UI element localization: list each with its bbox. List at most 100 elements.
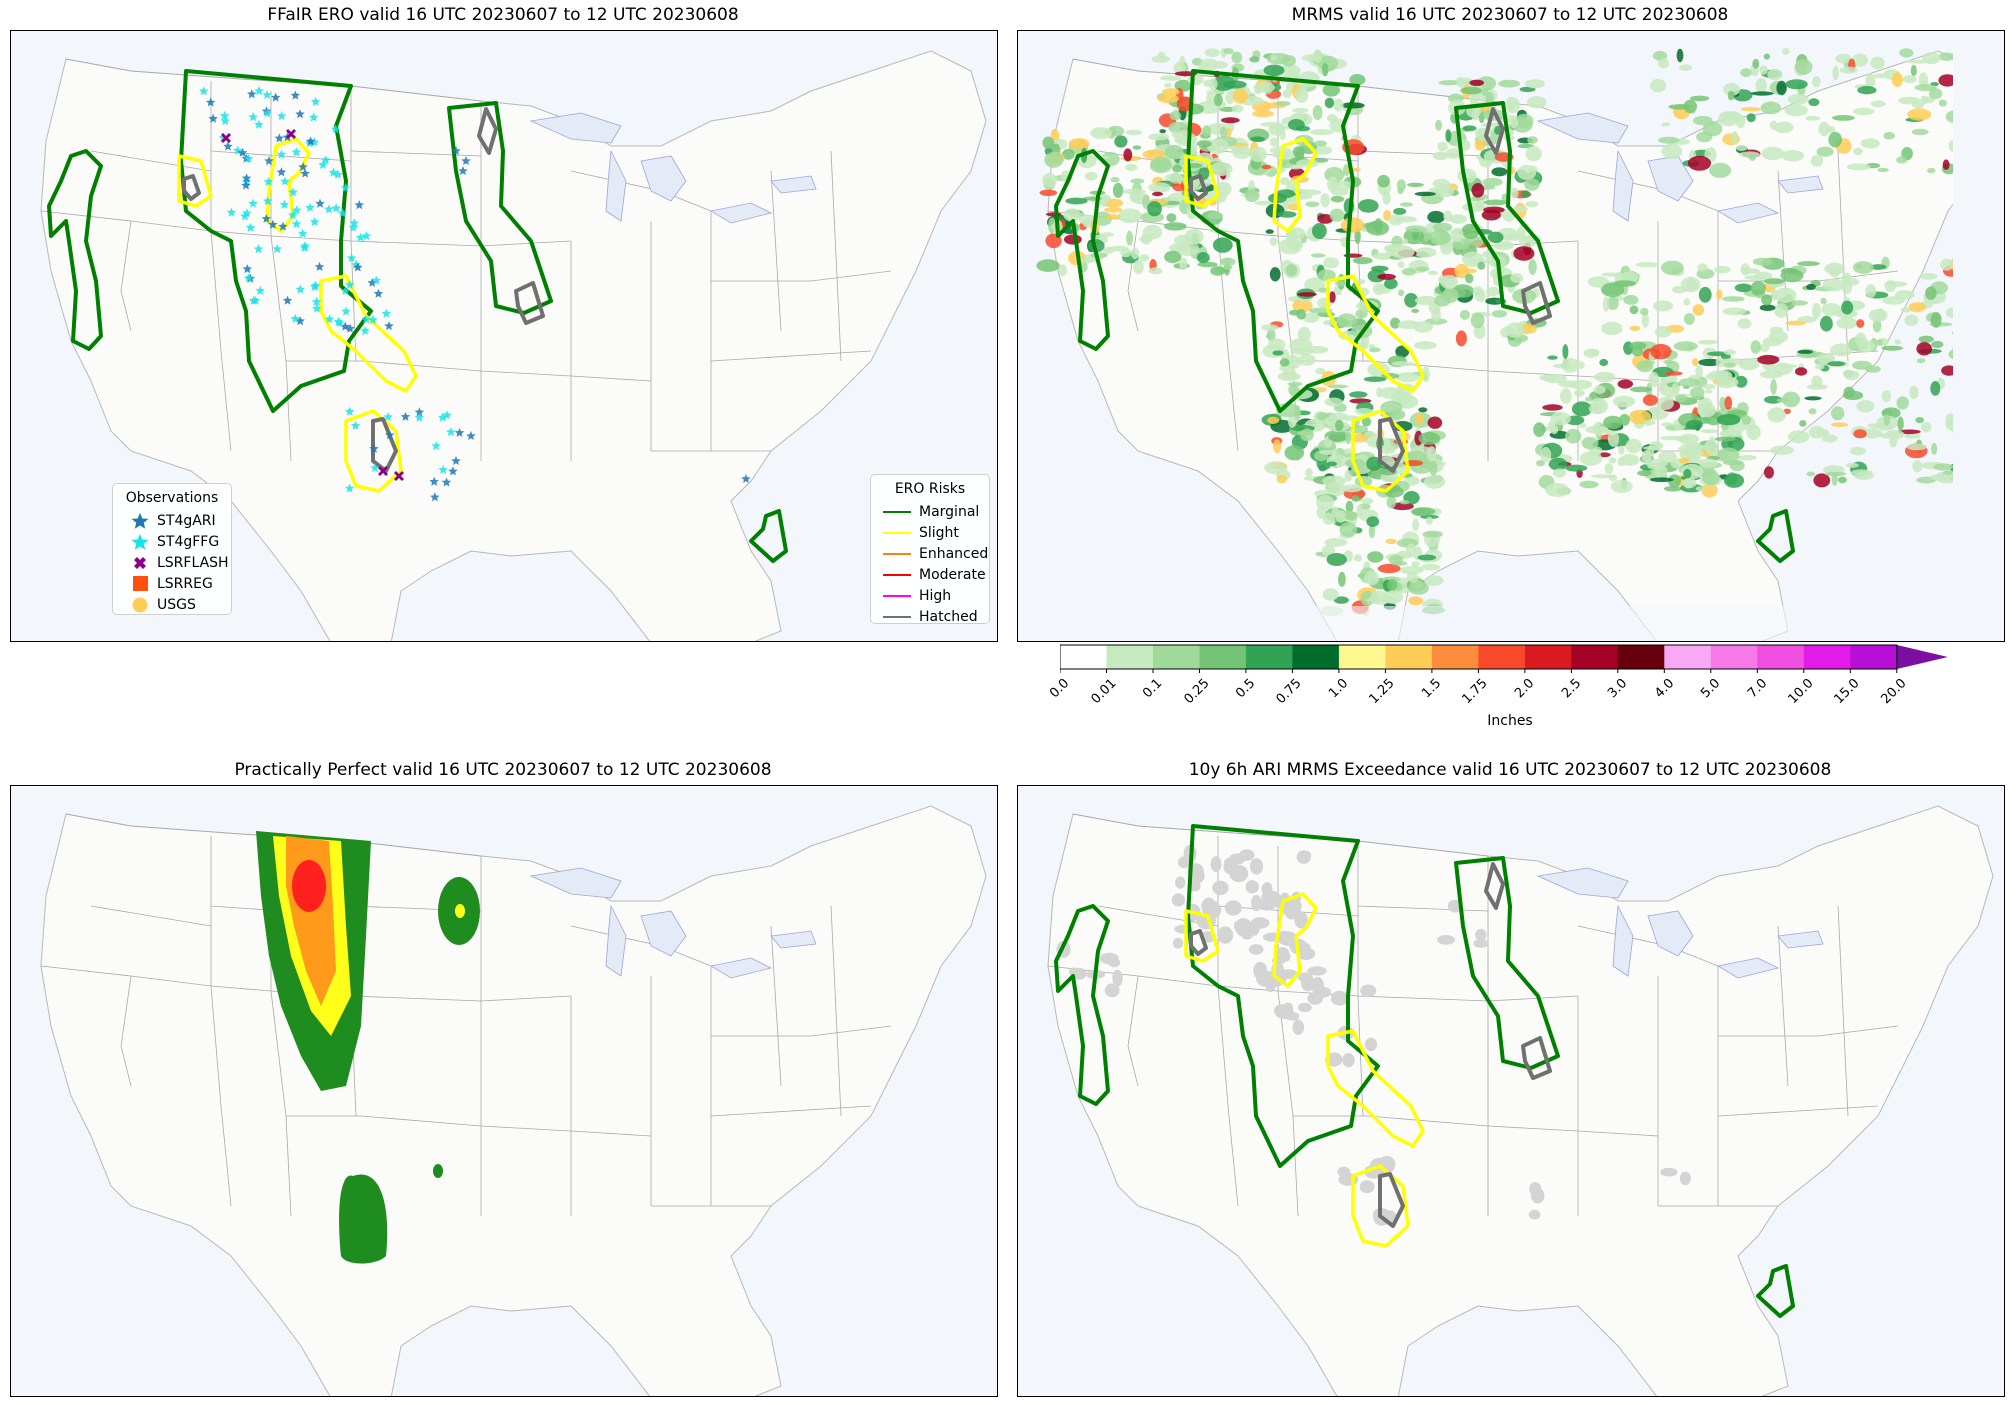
- precip-cell: [1650, 78, 1667, 93]
- precip-cell: [1697, 263, 1708, 272]
- precip-cell: [1399, 565, 1424, 575]
- precip-cell: [1562, 344, 1569, 359]
- observation-star: [242, 264, 253, 274]
- precip-cell: [1865, 73, 1876, 88]
- precip-cell: [1429, 460, 1438, 476]
- precip-cell: [1196, 140, 1212, 148]
- precip-cell: [1387, 579, 1398, 591]
- legend-entry-hatched: Hatched: [871, 606, 989, 627]
- precip-cell: [1312, 105, 1323, 121]
- precip-cell: [1220, 257, 1236, 267]
- circle-icon: [123, 597, 157, 613]
- precip-cell: [1808, 408, 1817, 415]
- precip-cell: [1414, 295, 1439, 306]
- precip-cell: [1657, 58, 1670, 69]
- precip-cell: [1781, 267, 1799, 275]
- observation-star: [454, 427, 465, 437]
- precip-cell: [1326, 461, 1337, 467]
- colorbar-segment: [1850, 645, 1898, 669]
- precip-cell: [1719, 429, 1743, 438]
- slight-risk-outline: [177, 154, 213, 208]
- precip-cell: [1777, 364, 1798, 369]
- precip-cell: [1906, 443, 1928, 451]
- precip-cell: [1296, 309, 1306, 320]
- precip-cell: [1737, 455, 1757, 461]
- precip-cell: [1455, 330, 1467, 347]
- precip-cell: [1542, 404, 1563, 411]
- precip-cell: [1426, 446, 1437, 462]
- precip-cell: [1288, 384, 1300, 396]
- legend-entry-high: High: [871, 585, 989, 606]
- ari-exceedance-cell: [1528, 1209, 1541, 1220]
- precip-cell: [1839, 66, 1858, 74]
- state-boundary: [770, 925, 782, 1087]
- precip-cell: [1787, 93, 1809, 105]
- precip-cell: [1114, 135, 1128, 148]
- precip-cell: [1472, 286, 1483, 296]
- precip-cell: [1324, 397, 1343, 407]
- precip-cell: [1491, 310, 1507, 318]
- precip-cell: [1831, 422, 1849, 427]
- precip-cell: [1341, 484, 1363, 493]
- precip-cell: [1844, 370, 1860, 381]
- precip-cell: [1770, 445, 1794, 455]
- state-boundary: [1277, 990, 1489, 1002]
- precip-cell: [1440, 274, 1459, 289]
- ari-exceedance-cell: [1529, 1182, 1542, 1196]
- precip-cell: [1391, 502, 1414, 511]
- precip-cell: [1382, 589, 1404, 604]
- precip-cell: [1494, 125, 1502, 135]
- precip-cell: [1408, 596, 1424, 606]
- observation-star: [309, 281, 320, 291]
- observation-star: [310, 96, 321, 106]
- precip-cell: [1664, 371, 1683, 376]
- precip-cell: [1817, 429, 1830, 436]
- precip-cell: [1774, 303, 1789, 318]
- precip-cell: [1746, 113, 1756, 123]
- precip-cell: [1884, 280, 1896, 293]
- precip-cell: [1269, 137, 1279, 147]
- precip-cell: [1292, 107, 1309, 113]
- precip-cell: [1435, 184, 1455, 198]
- precip-cell: [1752, 58, 1760, 69]
- precip-cell: [1690, 95, 1710, 102]
- precip-cell: [1737, 318, 1752, 329]
- precip-cell: [1853, 429, 1867, 439]
- observation-star: [414, 407, 425, 417]
- precip-cell: [1812, 76, 1821, 88]
- state-boundary: [1217, 81, 1239, 452]
- precip-cell: [1692, 358, 1699, 367]
- precip-cell: [1552, 468, 1567, 478]
- precip-cell: [1333, 98, 1344, 112]
- precip-cell: [1561, 358, 1580, 373]
- precip-cell: [1818, 121, 1830, 137]
- lsrflash-marker: [221, 133, 231, 143]
- hatched-risk-outline: [477, 107, 498, 155]
- precip-cell: [1315, 551, 1324, 557]
- panel-title-ari: 10y 6h ARI MRMS Exceedance valid 16 UTC …: [1188, 760, 1832, 780]
- precip-cell: [1414, 191, 1436, 197]
- precip-cell: [1510, 273, 1524, 284]
- slight-risk-outline: [1326, 274, 1425, 393]
- precip-cell: [1268, 123, 1286, 136]
- precip-cell: [1310, 253, 1326, 258]
- precip-cell: [1269, 237, 1278, 246]
- precip-cell: [1724, 396, 1733, 410]
- precip-cell: [1164, 83, 1172, 88]
- precip-cell: [1869, 264, 1887, 270]
- observation-star: [312, 303, 322, 313]
- colorbar-tick-label: 1.25: [1366, 676, 1399, 708]
- observation-star: [291, 147, 302, 157]
- precip-cell: [1068, 138, 1090, 150]
- precip-cell: [1371, 265, 1389, 272]
- precip-cell: [1349, 74, 1366, 86]
- precip-cell: [1927, 167, 1936, 174]
- precip-cell: [1501, 193, 1508, 202]
- precip-cell: [1740, 68, 1752, 78]
- slight-risk-outline: [319, 274, 418, 393]
- precip-cell: [1481, 89, 1489, 96]
- precip-cell: [1746, 424, 1761, 441]
- precip-cell: [1322, 475, 1347, 487]
- ari-exceedance-cell: [1245, 880, 1259, 894]
- precip-cell: [1388, 409, 1406, 420]
